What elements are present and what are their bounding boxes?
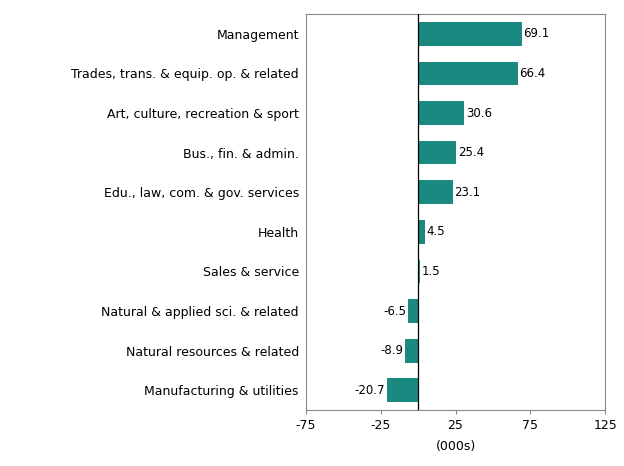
Text: -20.7: -20.7 <box>355 384 385 397</box>
Bar <box>418 141 456 164</box>
Bar <box>418 220 425 244</box>
Bar <box>408 299 418 323</box>
Text: 69.1: 69.1 <box>524 27 550 40</box>
Text: -8.9: -8.9 <box>380 344 403 357</box>
Bar <box>387 378 418 402</box>
Text: 4.5: 4.5 <box>427 226 446 238</box>
Text: -6.5: -6.5 <box>384 305 407 317</box>
X-axis label: (000s): (000s) <box>436 440 475 453</box>
Bar <box>418 62 517 85</box>
Bar <box>418 260 421 283</box>
Bar <box>418 22 522 46</box>
Bar <box>418 180 452 204</box>
Text: 66.4: 66.4 <box>519 67 545 80</box>
Text: 30.6: 30.6 <box>466 107 492 119</box>
Bar <box>405 339 418 363</box>
Text: 1.5: 1.5 <box>422 265 441 278</box>
Bar <box>418 101 464 125</box>
Text: 23.1: 23.1 <box>454 186 480 199</box>
Text: 25.4: 25.4 <box>458 146 484 159</box>
